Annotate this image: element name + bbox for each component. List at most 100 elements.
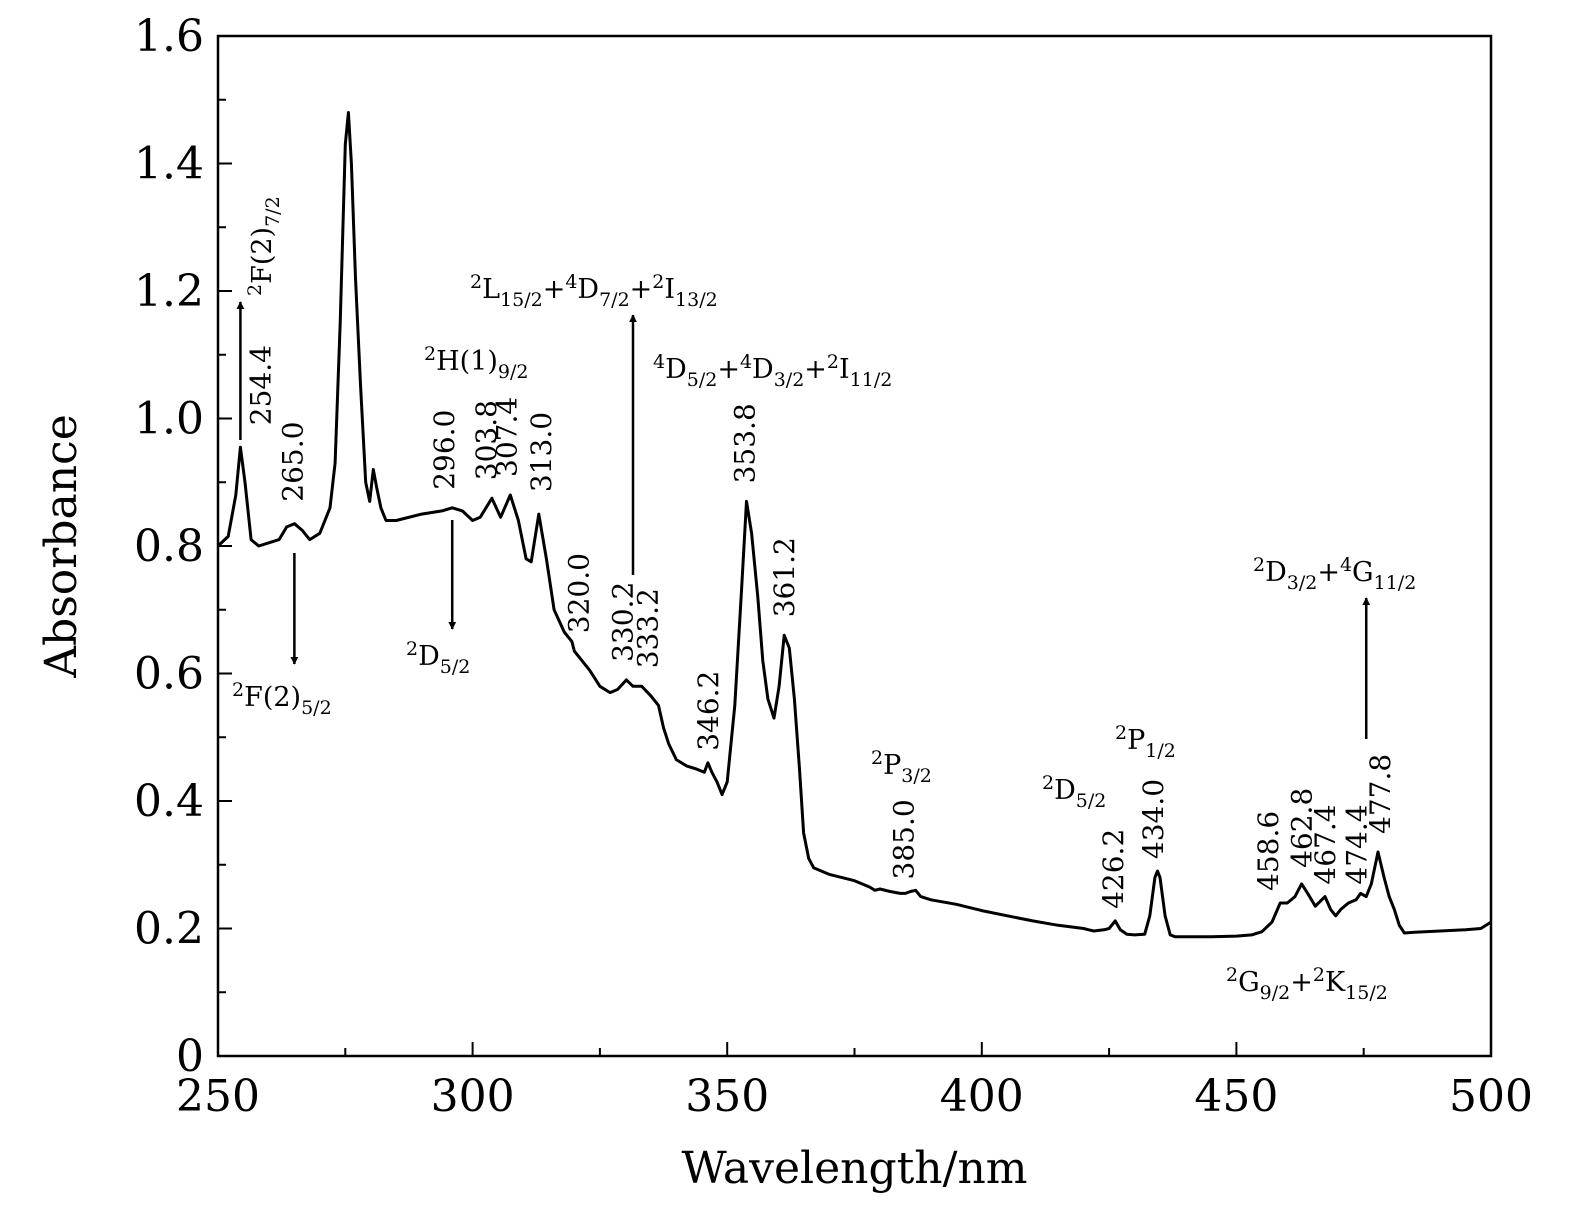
- term-text: K: [1325, 967, 1346, 998]
- peak-label: 320.0: [562, 553, 595, 633]
- term-superscript: 2: [652, 271, 664, 293]
- term-text: F(2): [247, 227, 278, 284]
- transition-label-D3: 2D3/2+4G11/2: [1253, 554, 1416, 594]
- plot-frame: [216, 34, 1493, 1058]
- term-superscript: 2: [244, 284, 266, 296]
- peak-label: 346.2: [692, 671, 725, 751]
- term-text: +: [1290, 967, 1313, 998]
- term-text: P: [1127, 725, 1145, 756]
- term-superscript: 2: [232, 679, 244, 701]
- peak-label: 307.4: [490, 397, 523, 477]
- term-subscript: 5/2: [687, 369, 718, 391]
- term-text: D: [1265, 557, 1287, 588]
- peak-label: 313.0: [525, 412, 558, 492]
- term-superscript: 4: [1340, 554, 1352, 576]
- transition-label-G9: 2G9/2+2K15/2: [1226, 964, 1388, 1004]
- peak-label: 330.2: [606, 582, 639, 662]
- term-superscript: 2: [871, 747, 883, 769]
- transition-label-D5c: 2D5/2: [1042, 772, 1106, 812]
- axis-ticks: 250 300 350 400 450 500 0 0.2 0.4 0.6 0.8 1.0 1.2 1.4…: [36, 11, 1533, 1194]
- term-subscript: 15/2: [500, 289, 543, 311]
- term-text: D: [418, 641, 440, 672]
- term-subscript: 15/2: [1345, 982, 1388, 1004]
- term-subscript: 5/2: [1076, 790, 1107, 812]
- term-superscript: 2: [470, 271, 482, 293]
- peak-label: 434.0: [1137, 779, 1170, 859]
- transition-label-L15: 2L15/2+4D7/2+2I13/2: [470, 271, 718, 311]
- peak-label: 426.2: [1097, 829, 1130, 909]
- term-text: D: [665, 354, 687, 385]
- term-text: +: [1317, 557, 1340, 588]
- term-subscript: 9/2: [1260, 982, 1291, 1004]
- transition-label-P1: 2P1/2: [1115, 722, 1176, 762]
- term-text: +: [717, 354, 740, 385]
- y-tick-label: 0.6: [134, 649, 204, 700]
- transition-label-D5b: 4D5/2+4D3/2+2I11/2: [653, 351, 892, 391]
- y-tick-label: 0: [176, 1031, 204, 1082]
- transition-label-F7: 2F(2)7/2: [244, 196, 284, 296]
- peak-label: 467.4: [1309, 804, 1342, 884]
- term-subscript: 11/2: [850, 369, 893, 391]
- term-subscript: 11/2: [1374, 572, 1417, 594]
- y-tick-label: 0.8: [134, 521, 204, 572]
- term-subscript: 5/2: [301, 697, 332, 719]
- term-superscript: 4: [653, 351, 665, 373]
- peak-label: 385.0: [887, 799, 920, 879]
- peak-label: 296.0: [428, 410, 461, 490]
- peak-label: 303.8: [470, 400, 503, 480]
- term-superscript: 2: [1313, 964, 1325, 986]
- transition-label-F5: 2F(2)5/2: [232, 679, 332, 719]
- term-text: +: [543, 274, 566, 305]
- term-subscript: 5/2: [440, 656, 471, 678]
- term-text: G: [1352, 557, 1374, 588]
- plot-axes: [216, 34, 1493, 1058]
- term-text: D: [1054, 775, 1076, 806]
- term-text: +: [804, 354, 827, 385]
- term-superscript: 2: [1042, 772, 1054, 794]
- term-text: H(1): [436, 346, 498, 377]
- y-tick-label: 1.4: [134, 139, 204, 190]
- peak-label: 333.2: [632, 588, 665, 668]
- term-superscript: 2: [1226, 964, 1238, 986]
- term-text: F(2): [244, 682, 301, 713]
- term-subscript: 3/2: [901, 765, 932, 787]
- term-subscript: 7/2: [262, 196, 284, 227]
- x-tick-label: 350: [685, 1071, 769, 1122]
- term-subscript: 9/2: [498, 361, 529, 383]
- term-superscript: 2: [424, 343, 436, 365]
- y-tick-label: 1.6: [134, 11, 204, 62]
- x-tick-label: 450: [1194, 1071, 1278, 1122]
- term-superscript: 2: [1253, 554, 1265, 576]
- peak-label: 474.4: [1341, 804, 1374, 884]
- transition-label-H9: 2H(1)9/2: [424, 343, 528, 383]
- term-superscript: 4: [565, 271, 577, 293]
- transition-label-P3: 2P3/2: [871, 747, 932, 787]
- term-text: I: [839, 354, 850, 385]
- y-tick-label: 0.2: [134, 904, 204, 955]
- x-axis-title: Wavelength/nm: [681, 1143, 1027, 1194]
- term-text: I: [664, 274, 675, 305]
- transition-arrows: [236, 301, 1371, 739]
- x-tick-label: 500: [1449, 1071, 1533, 1122]
- term-subscript: 3/2: [1287, 572, 1318, 594]
- term-text: G: [1238, 967, 1260, 998]
- term-subscript: 1/2: [1145, 740, 1176, 762]
- peak-label: 477.8: [1364, 754, 1397, 834]
- term-superscript: 2: [1115, 722, 1127, 744]
- x-tick-label: 300: [431, 1071, 515, 1122]
- peak-label: 462.8: [1286, 788, 1319, 868]
- term-superscript: 2: [827, 351, 839, 373]
- term-subscript: 13/2: [675, 289, 718, 311]
- peak-label: 353.8: [729, 403, 762, 483]
- term-subscript: 7/2: [599, 289, 630, 311]
- peak-label: 265.0: [276, 422, 309, 502]
- x-tick-label: 400: [940, 1071, 1024, 1122]
- series-layer: [216, 111, 1492, 939]
- y-tick-label: 1.0: [134, 394, 204, 445]
- y-axis-title: Absorbance: [36, 414, 87, 678]
- peak-label: 254.4: [244, 345, 277, 425]
- term-text: D: [577, 274, 599, 305]
- peak-label: 458.6: [1252, 811, 1285, 891]
